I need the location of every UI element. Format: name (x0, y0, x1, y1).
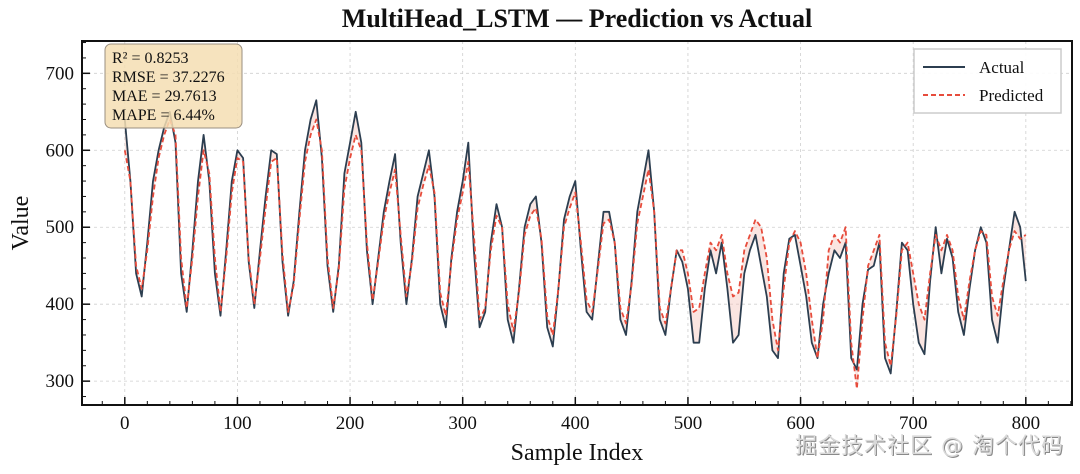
metric-mae: MAE = 29.7613 (112, 88, 217, 105)
chart-title: MultiHead_LSTM — Prediction vs Actual (342, 4, 812, 33)
legend: Actual Predicted (913, 48, 1062, 114)
x-tick-label: 600 (786, 413, 815, 434)
x-tick-label: 800 (1012, 413, 1041, 434)
actual-series-line (123, 99, 1027, 375)
x-axis-ticks: 0 100 200 300 400 500 600 700 800 (101, 397, 1072, 434)
watermark: 掘金技术社区 @ 淘个代码 (795, 434, 1064, 459)
x-tick-label: 200 (336, 413, 365, 434)
plot-frame (81, 40, 1073, 406)
y-tick-label: 700 (46, 63, 75, 84)
x-tick-label: 500 (674, 413, 703, 434)
legend-predicted-label: Predicted (979, 86, 1044, 105)
legend-box (913, 48, 1062, 114)
metric-mape: MAPE = 6.44% (112, 107, 215, 124)
metric-r2: R² = 0.8253 (112, 50, 189, 67)
y-tick-label: 500 (46, 217, 75, 238)
metric-rmse: RMSE = 37.2276 (112, 69, 225, 86)
x-tick-label: 300 (448, 413, 477, 434)
legend-actual-label: Actual (979, 58, 1025, 77)
x-tick-label: 400 (561, 413, 590, 434)
x-tick-label: 100 (223, 413, 252, 434)
metrics-box: R² = 0.8253 RMSE = 37.2276 MAE = 29.7613… (104, 43, 243, 129)
y-tick-label: 300 (46, 371, 75, 392)
metrics-box-background (104, 43, 243, 129)
y-tick-label: 400 (46, 294, 75, 315)
x-tick-label: 0 (120, 413, 130, 434)
predicted-series-line (123, 118, 1027, 390)
y-axis-ticks: 300 400 500 600 700 (46, 42, 90, 398)
x-axis-label: Sample Index (511, 440, 644, 466)
x-tick-label: 700 (899, 413, 928, 434)
y-tick-label: 600 (46, 140, 75, 161)
series-lines (123, 99, 1027, 390)
y-axis-label: Value (8, 196, 34, 251)
